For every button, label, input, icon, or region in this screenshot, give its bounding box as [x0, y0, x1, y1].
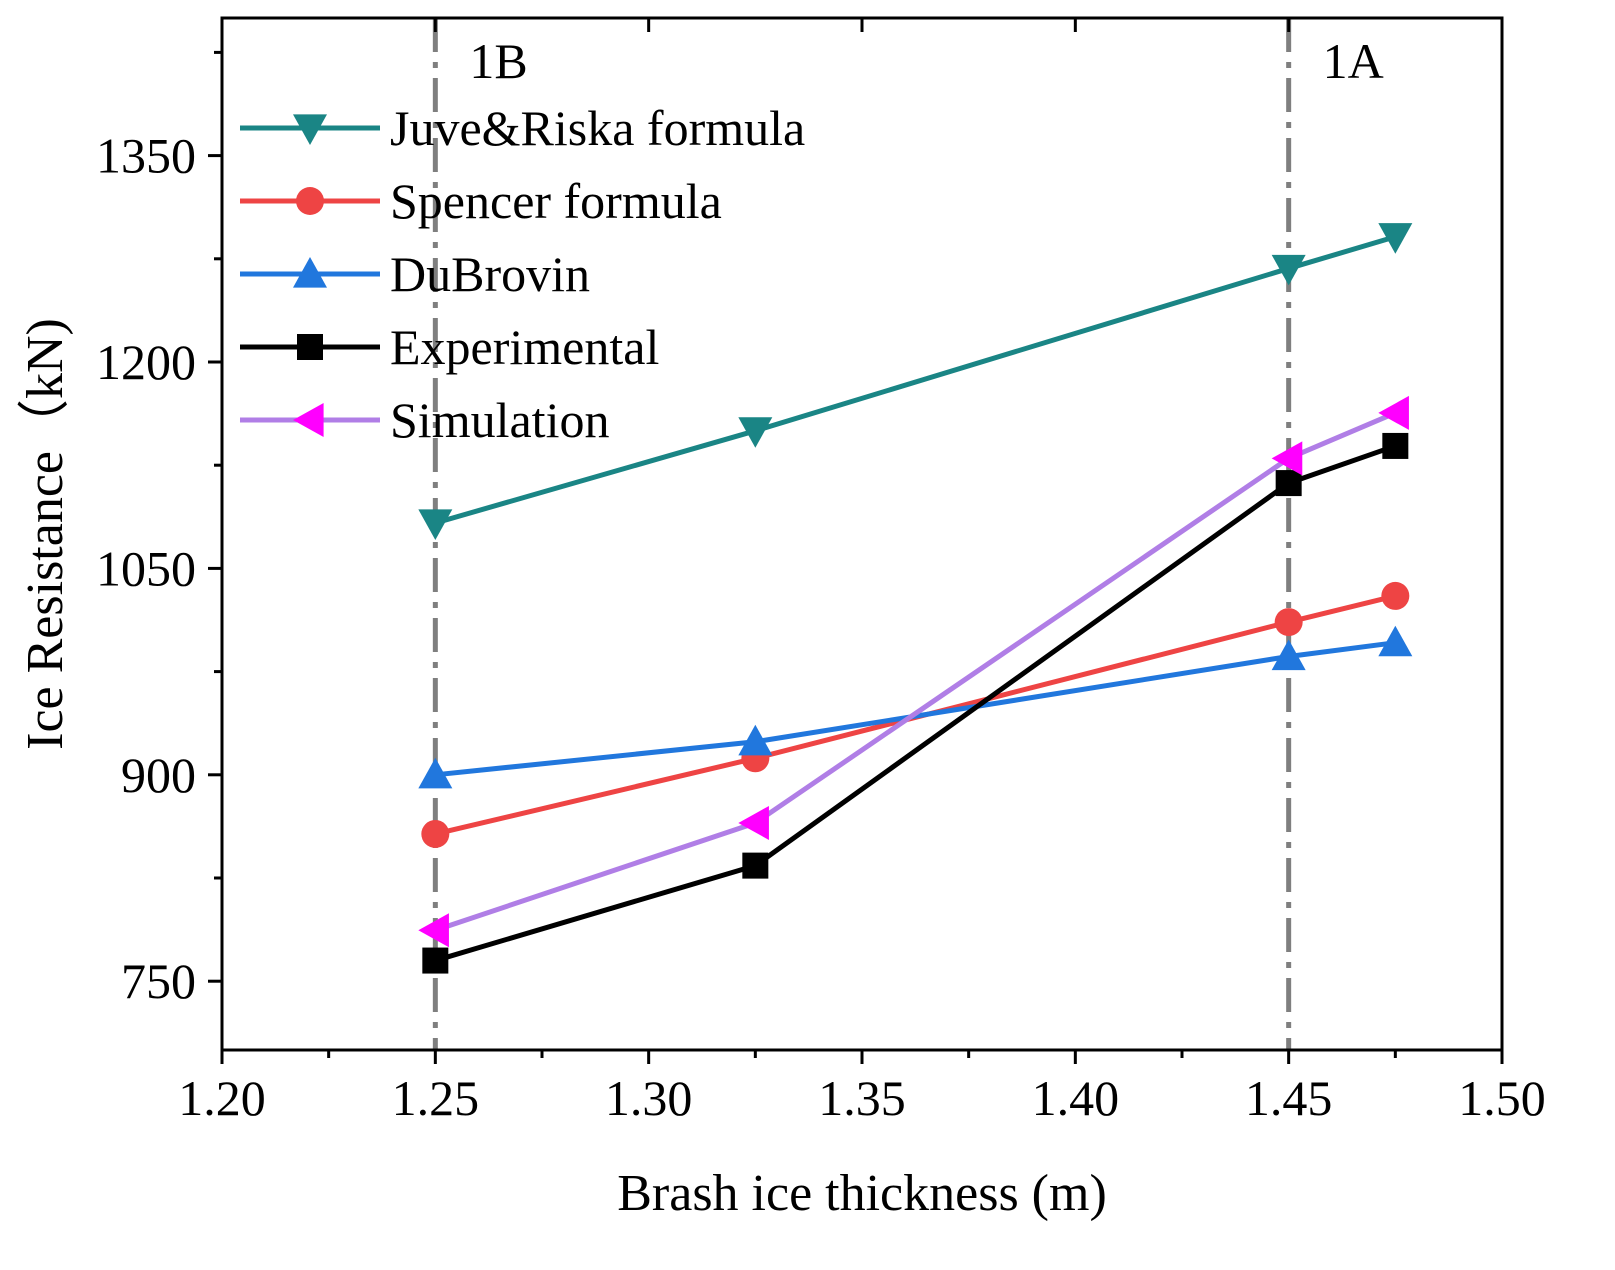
legend-label-simulation: Simulation	[390, 392, 609, 448]
y-axis-title: Ice Resistance（kN)	[17, 318, 74, 750]
data-point-juve-riska-formula	[1271, 254, 1306, 286]
data-point-experimental	[422, 947, 449, 974]
legend-marker-experimental	[297, 334, 323, 360]
series-line-experimental	[434, 443, 1397, 963]
x-tick-label: 1.45	[1245, 1070, 1333, 1126]
data-point-simulation	[418, 913, 449, 948]
x-tick-label: 1.30	[605, 1070, 693, 1126]
legend-label-juve-riska-formula: Juve&Riska formula	[390, 100, 805, 156]
x-axis-title: Brash ice thickness (m)	[617, 1165, 1107, 1222]
data-point-dubrovin	[418, 757, 453, 789]
data-point-spencer-formula	[421, 819, 450, 848]
y-tick-label: 1350	[96, 128, 196, 184]
series-line-dubrovin	[435, 640, 1396, 778]
data-point-experimental	[742, 852, 769, 879]
data-point-dubrovin	[1271, 639, 1306, 671]
reference-lines: 1B 1A	[432, 18, 1384, 1050]
reference-label-1A: 1A	[1323, 33, 1384, 89]
data-point-dubrovin	[1378, 625, 1413, 657]
x-tick-label: 1.20	[178, 1070, 266, 1126]
data-point-simulation	[738, 805, 769, 840]
series-lines	[434, 234, 1397, 963]
y-tick-label: 1200	[96, 334, 196, 390]
data-point-simulation	[1378, 395, 1409, 430]
data-point-juve-riska-formula	[1378, 223, 1413, 254]
legend-marker-dubrovin	[293, 257, 327, 288]
series-line-spencer-formula	[434, 593, 1396, 837]
data-point-spencer-formula	[1274, 608, 1303, 637]
data-point-dubrovin	[738, 724, 773, 756]
legend-label-experimental: Experimental	[390, 319, 659, 375]
y-tick-label: 750	[121, 953, 196, 1009]
data-point-experimental	[1382, 432, 1409, 459]
reference-label-1B: 1B	[469, 33, 527, 89]
legend-marker-spencer-formula	[296, 187, 324, 215]
legend-label-dubrovin: DuBrovin	[390, 246, 590, 302]
y-tick-label: 1050	[96, 540, 196, 596]
x-tick-label: 1.25	[392, 1070, 480, 1126]
legend: Juve&Riska formula Spencer formula DuBrovi…	[240, 100, 805, 448]
data-point-juve-riska-formula	[738, 417, 773, 448]
x-axis-ticks: 1.20 1.25 1.30 1.35 1.40 1.45 1.50	[178, 18, 1546, 1126]
legend-marker-juve-riska-formula	[293, 114, 327, 145]
series-line-juve-riska-formula	[434, 234, 1397, 526]
series-markers	[418, 223, 1413, 974]
x-tick-label: 1.35	[818, 1070, 906, 1126]
y-axis-ticks: 750 900 1050 1200 1350	[96, 50, 222, 1009]
data-point-juve-riska-formula	[418, 509, 453, 540]
x-tick-label: 1.40	[1032, 1070, 1120, 1126]
legend-marker-simulation	[293, 403, 324, 437]
x-tick-label: 1.50	[1458, 1070, 1546, 1126]
series-line-simulation	[434, 410, 1397, 933]
y-tick-label: 900	[121, 747, 196, 803]
data-point-spencer-formula	[1381, 581, 1410, 610]
data-point-simulation	[1271, 441, 1303, 476]
legend-label-spencer-formula: Spencer formula	[390, 173, 722, 229]
data-point-experimental	[1275, 470, 1302, 497]
